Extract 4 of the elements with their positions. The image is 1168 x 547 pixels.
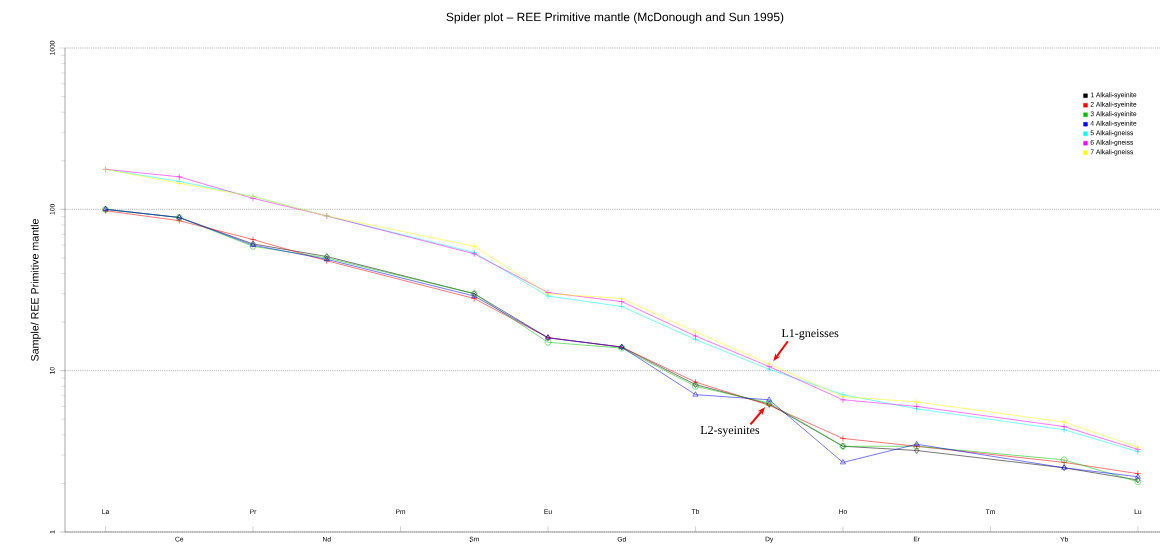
annotation: L1-gneisses xyxy=(781,329,839,340)
y-axis-title: Sample/ REE Primitive mantle xyxy=(30,219,41,361)
chart-title: Spider plot – REE Primitive mantle (McDonough and Sun 1995) xyxy=(446,12,784,24)
annotation: L2-syeinites xyxy=(700,425,760,437)
